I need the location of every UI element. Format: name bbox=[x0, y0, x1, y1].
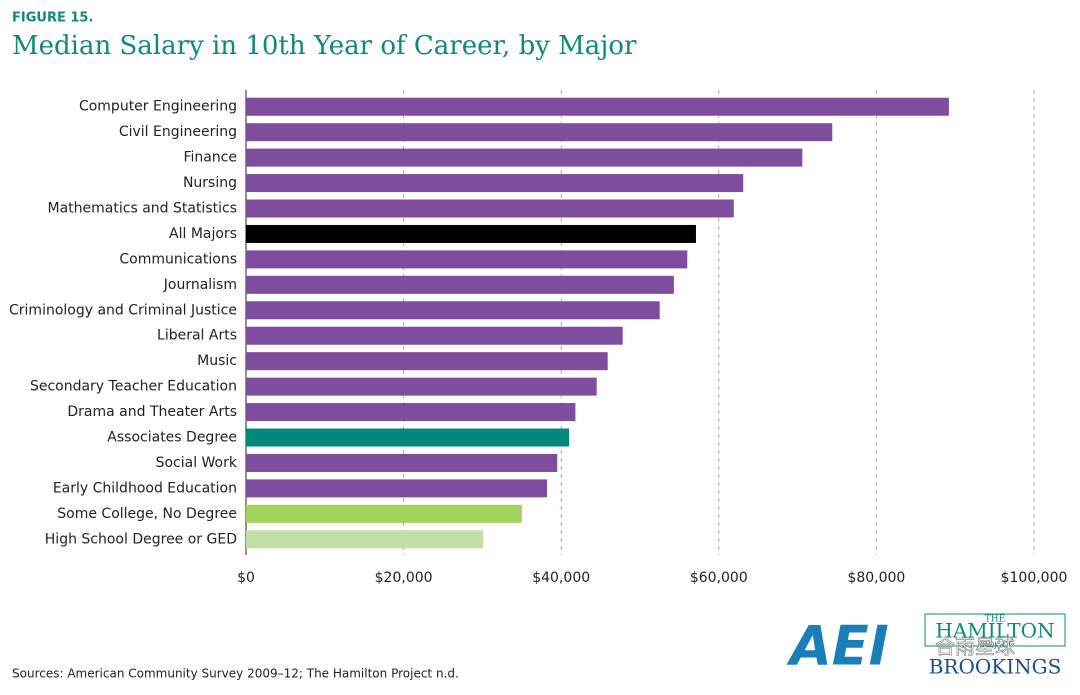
y-tick-label: Drama and Theater Arts bbox=[67, 404, 237, 420]
bar bbox=[246, 174, 744, 193]
y-tick-label: Journalism bbox=[163, 277, 237, 293]
bar bbox=[246, 377, 597, 396]
x-tick-label: $80,000 bbox=[847, 570, 905, 586]
y-tick-label: Associates Degree bbox=[107, 430, 237, 446]
bar bbox=[246, 403, 576, 422]
y-tick-label: Finance bbox=[183, 150, 237, 166]
logo-box bbox=[924, 613, 1066, 647]
x-tick-label: $0 bbox=[237, 570, 255, 586]
y-tick-label: Criminology and Criminal Justice bbox=[9, 302, 237, 318]
y-tick-label: Some College, No Degree bbox=[57, 506, 237, 522]
bar bbox=[246, 224, 696, 243]
hamilton-sub: PROJECT bbox=[978, 641, 1013, 650]
x-tick-label: $100,000 bbox=[1001, 570, 1068, 586]
bar bbox=[246, 301, 660, 320]
y-tick-label: Mathematics and Statistics bbox=[48, 201, 237, 217]
bar bbox=[246, 504, 522, 523]
bar bbox=[246, 479, 548, 498]
y-tick-label: Early Childhood Education bbox=[53, 480, 237, 496]
x-tick-label: $60,000 bbox=[690, 570, 748, 586]
bar bbox=[246, 530, 484, 549]
bar bbox=[246, 428, 570, 447]
bar bbox=[246, 326, 623, 345]
bar bbox=[246, 352, 608, 371]
bar bbox=[246, 275, 674, 294]
x-tick-label: $40,000 bbox=[532, 570, 590, 586]
aei-logo: AEI bbox=[786, 615, 889, 678]
y-tick-label: All Majors bbox=[169, 226, 237, 242]
x-tick-label: $20,000 bbox=[375, 570, 433, 586]
bar bbox=[246, 148, 803, 167]
y-tick-label: Liberal Arts bbox=[157, 328, 237, 344]
watermark: 合雨星球 bbox=[935, 635, 1015, 659]
y-tick-label: Civil Engineering bbox=[119, 124, 237, 140]
y-tick-label: Social Work bbox=[156, 455, 238, 471]
bar bbox=[246, 453, 558, 472]
hamilton-main: HAMILTON bbox=[935, 619, 1054, 643]
hamilton-top: THE bbox=[985, 615, 1005, 625]
y-tick-label: Secondary Teacher Education bbox=[30, 379, 237, 395]
brookings: BROOKINGS bbox=[929, 655, 1062, 679]
y-tick-label: High School Degree or GED bbox=[45, 531, 237, 547]
y-tick-label: Communications bbox=[119, 251, 237, 267]
bar bbox=[246, 123, 833, 142]
y-tick-label: Nursing bbox=[183, 175, 237, 191]
y-tick-label: Music bbox=[197, 353, 237, 369]
chart-title: Median Salary in 10th Year of Career, by… bbox=[12, 31, 637, 61]
figure-label: FIGURE 15. bbox=[12, 11, 93, 26]
bar bbox=[246, 250, 688, 269]
source: Sources: American Community Survey 2009–… bbox=[12, 667, 459, 681]
bar bbox=[246, 97, 949, 116]
bar bbox=[246, 199, 734, 218]
y-tick-label: Computer Engineering bbox=[79, 99, 237, 115]
